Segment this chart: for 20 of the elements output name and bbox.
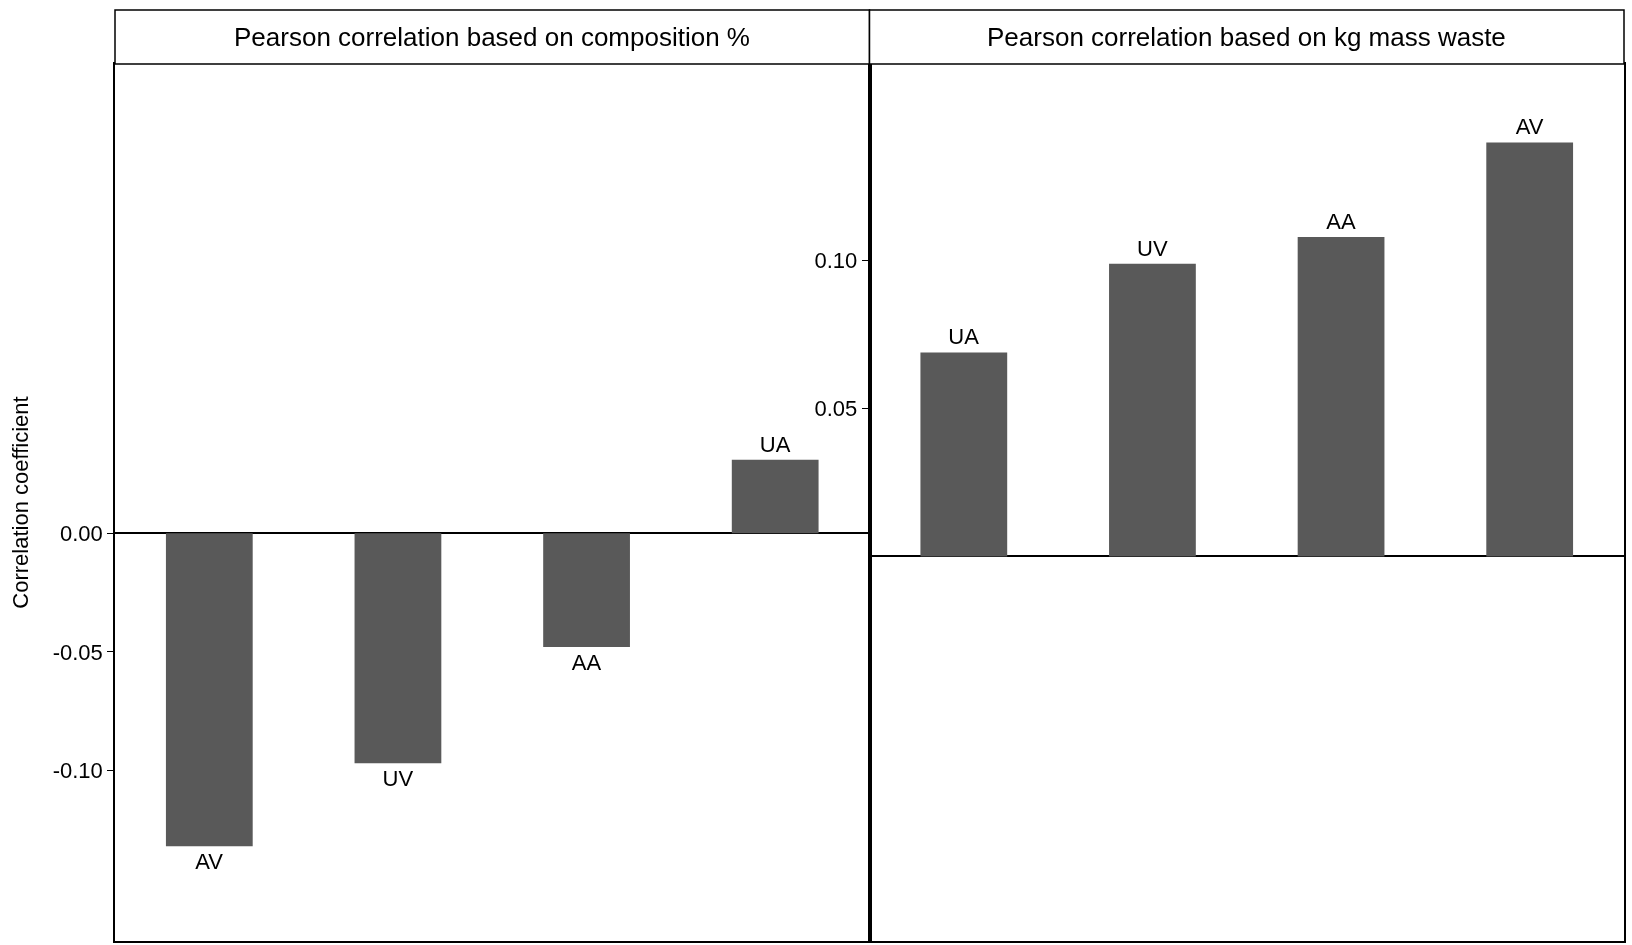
x-tick-label: UV xyxy=(382,766,414,792)
x-tick-label: AV xyxy=(1515,114,1544,140)
y-tick-label: -0.10 xyxy=(52,758,103,784)
bar xyxy=(920,352,1008,557)
y-tick-label: 0.10 xyxy=(814,248,858,274)
x-tick-label: AA xyxy=(1326,209,1356,235)
x-tick-label: AA xyxy=(571,650,602,676)
x-tick-label: UA xyxy=(948,324,980,350)
x-tick-label: UA xyxy=(759,431,791,457)
x-tick-label: AV xyxy=(195,849,224,875)
y-tick-label: 0.05 xyxy=(814,396,858,422)
y-tick-label: 0.00 xyxy=(60,521,103,547)
chart-title: Pearson correlation based on kg mass waste xyxy=(987,22,1506,52)
bar xyxy=(1486,142,1574,557)
y-tick-label: -0.05 xyxy=(52,639,103,665)
bar xyxy=(1297,237,1385,557)
chart-title: Pearson correlation based on composition % xyxy=(234,22,750,52)
y-axis-title: Correlation coefficient xyxy=(7,396,33,609)
bar xyxy=(1109,263,1196,557)
x-tick-label: UV xyxy=(1136,235,1168,261)
